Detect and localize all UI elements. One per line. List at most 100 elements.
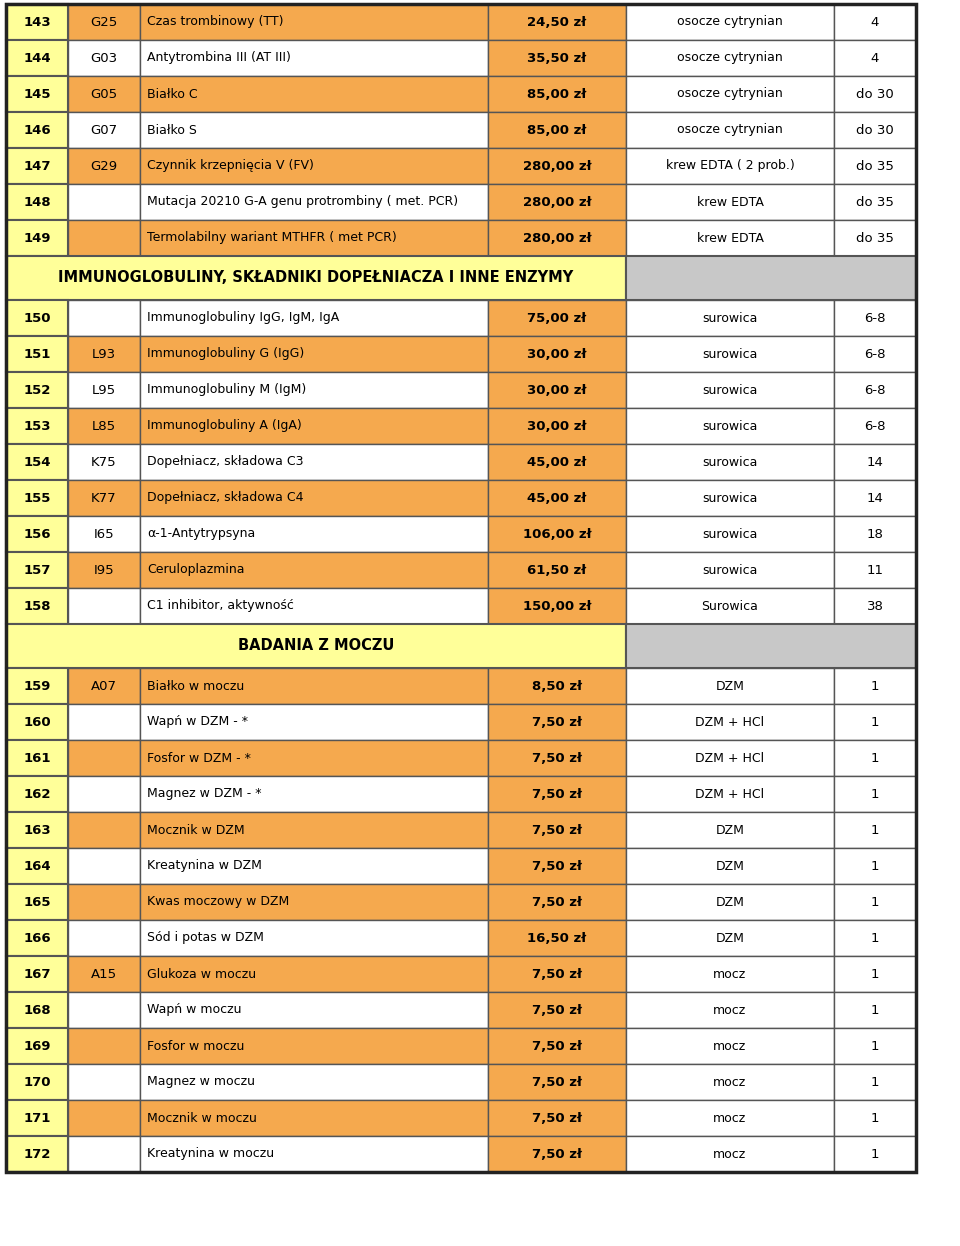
Text: surowica: surowica — [703, 527, 757, 541]
Text: 8,50 zł: 8,50 zł — [532, 679, 582, 693]
Text: mocz: mocz — [713, 1003, 747, 1017]
Text: Immunoglobuliny IgG, IgM, IgA: Immunoglobuliny IgG, IgM, IgA — [147, 312, 339, 324]
Bar — [6, 1136, 68, 1172]
Text: 167: 167 — [23, 967, 51, 981]
Bar — [6, 373, 68, 407]
Text: Białko C: Białko C — [147, 87, 198, 101]
Text: 7,50 zł: 7,50 zł — [532, 967, 582, 981]
Text: Kwas moczowy w DZM: Kwas moczowy w DZM — [147, 896, 289, 908]
Bar — [488, 740, 626, 776]
Text: G25: G25 — [90, 15, 118, 29]
Bar — [68, 849, 140, 883]
Text: 164: 164 — [23, 860, 51, 872]
Bar — [68, 956, 140, 992]
Text: 147: 147 — [23, 159, 51, 172]
Text: DZM: DZM — [715, 679, 744, 693]
Bar — [626, 184, 834, 221]
Bar — [488, 1064, 626, 1100]
Text: 148: 148 — [23, 196, 51, 208]
Text: 157: 157 — [23, 563, 51, 577]
Text: 45,00 zł: 45,00 zł — [527, 456, 587, 468]
Bar — [140, 112, 488, 148]
Text: mocz: mocz — [713, 1111, 747, 1124]
Text: 7,50 zł: 7,50 zł — [532, 1039, 582, 1053]
Bar — [68, 552, 140, 588]
Bar — [834, 992, 916, 1028]
Bar — [140, 1064, 488, 1100]
Text: Czas trombinowy (TT): Czas trombinowy (TT) — [147, 15, 283, 29]
Text: surowica: surowica — [703, 384, 757, 396]
Bar — [140, 849, 488, 883]
Bar — [140, 1028, 488, 1064]
Bar — [6, 112, 68, 148]
Text: K77: K77 — [91, 491, 117, 505]
Text: Ceruloplazmina: Ceruloplazmina — [147, 563, 245, 577]
Bar — [488, 992, 626, 1028]
Bar — [140, 184, 488, 221]
Text: Sód i potas w DZM: Sód i potas w DZM — [147, 932, 264, 944]
Text: 7,50 zł: 7,50 zł — [532, 1111, 582, 1124]
Bar — [834, 4, 916, 40]
Bar — [140, 76, 488, 112]
Text: mocz: mocz — [713, 1039, 747, 1053]
Bar — [6, 221, 68, 255]
Bar — [68, 336, 140, 373]
Bar — [68, 668, 140, 704]
Text: 14: 14 — [867, 491, 883, 505]
Bar — [68, 588, 140, 624]
Text: 6-8: 6-8 — [864, 348, 886, 360]
Bar — [68, 704, 140, 740]
Text: Mocznik w moczu: Mocznik w moczu — [147, 1111, 257, 1124]
Bar — [626, 480, 834, 516]
Bar — [6, 1028, 68, 1064]
Bar — [6, 407, 68, 444]
Text: G07: G07 — [90, 123, 117, 137]
Bar — [68, 480, 140, 516]
Text: 7,50 zł: 7,50 zł — [532, 1003, 582, 1017]
Bar — [488, 407, 626, 444]
Bar — [6, 920, 68, 956]
Text: 280,00 zł: 280,00 zł — [523, 232, 591, 244]
Text: Fosfor w moczu: Fosfor w moczu — [147, 1039, 245, 1053]
Text: 1: 1 — [871, 787, 879, 800]
Text: DZM + HCl: DZM + HCl — [695, 751, 764, 765]
Bar — [140, 776, 488, 812]
Bar — [626, 1100, 834, 1136]
Text: Wapń w DZM - *: Wapń w DZM - * — [147, 715, 248, 729]
Text: 158: 158 — [23, 599, 51, 613]
Text: G29: G29 — [90, 159, 117, 172]
Bar — [140, 1136, 488, 1172]
Bar — [140, 40, 488, 76]
Bar — [626, 336, 834, 373]
Bar — [834, 444, 916, 480]
Bar — [834, 849, 916, 883]
Bar — [140, 740, 488, 776]
Bar — [488, 444, 626, 480]
Text: 1: 1 — [871, 967, 879, 981]
Text: DZM: DZM — [715, 932, 744, 944]
Text: 165: 165 — [23, 896, 51, 908]
Bar — [68, 992, 140, 1028]
Bar — [140, 336, 488, 373]
Text: Magnez w moczu: Magnez w moczu — [147, 1075, 255, 1089]
Text: 1: 1 — [871, 896, 879, 908]
Text: 7,50 zł: 7,50 zł — [532, 787, 582, 800]
Text: Glukoza w moczu: Glukoza w moczu — [147, 967, 256, 981]
Text: 4: 4 — [871, 51, 879, 65]
Text: DZM + HCl: DZM + HCl — [695, 787, 764, 800]
Text: G05: G05 — [90, 87, 117, 101]
Bar — [834, 336, 916, 373]
Bar — [488, 812, 626, 849]
Bar — [626, 407, 834, 444]
Bar — [488, 883, 626, 920]
Bar — [834, 148, 916, 184]
Bar — [68, 1100, 140, 1136]
Text: 18: 18 — [867, 527, 883, 541]
Text: Wapń w moczu: Wapń w moczu — [147, 1003, 242, 1017]
Text: 6-8: 6-8 — [864, 384, 886, 396]
Text: 1: 1 — [871, 1003, 879, 1017]
Text: 4: 4 — [871, 15, 879, 29]
Bar — [140, 300, 488, 336]
Text: 30,00 zł: 30,00 zł — [527, 384, 587, 396]
Text: 24,50 zł: 24,50 zł — [527, 15, 587, 29]
